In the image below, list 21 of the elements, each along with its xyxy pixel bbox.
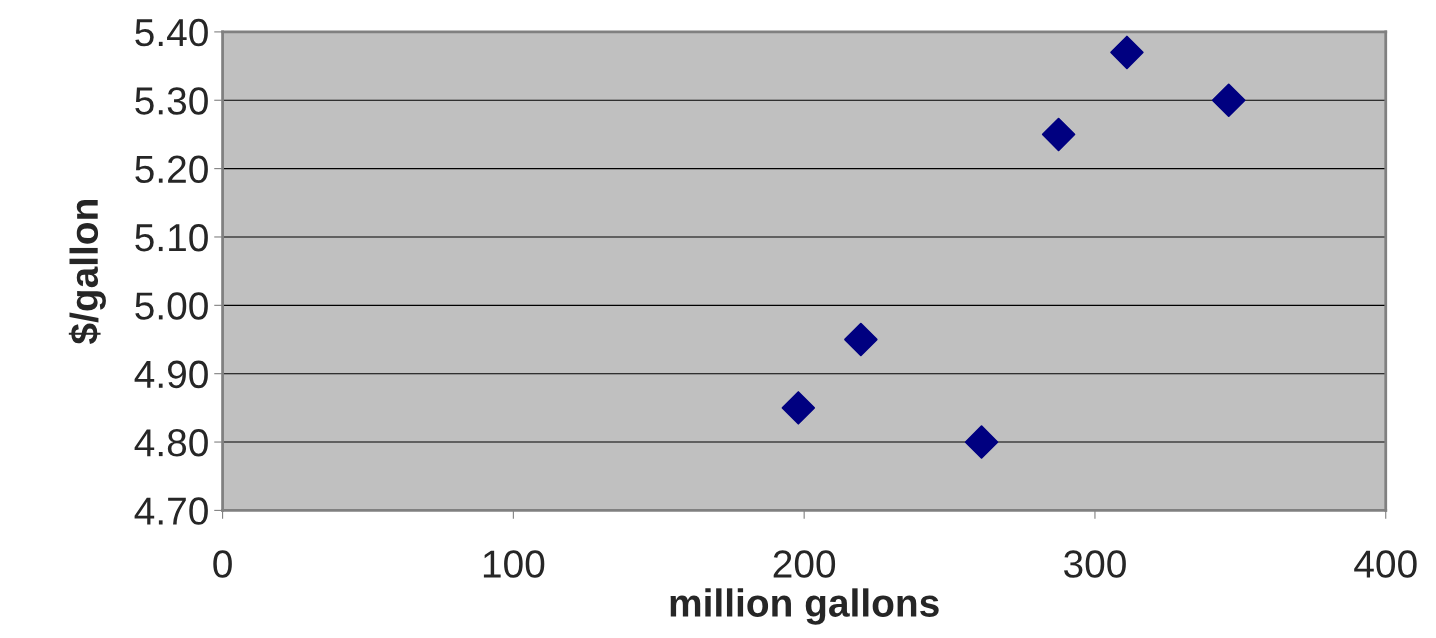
point (781, 391, 816, 425)
x-tick-label: 100 (483, 550, 545, 578)
y-tick-label: 4.80 (134, 428, 208, 457)
point (1041, 117, 1076, 152)
y-tick-label: 5.20 (135, 155, 208, 184)
y-tick-label: 5.00 (135, 292, 208, 320)
y-tick-label: 5.10 (135, 223, 208, 252)
y-tick-label: 4.70 (134, 497, 208, 525)
y-tick-label: 5.30 (135, 87, 208, 115)
y-tick-label: 4.90 (134, 360, 208, 389)
x-tick-label: 400 (1354, 550, 1417, 578)
point (1211, 83, 1246, 117)
point (844, 322, 878, 357)
x-tick-label: 300 (1063, 550, 1126, 578)
point (1110, 35, 1144, 70)
x-tick-label: 0 (213, 550, 232, 578)
x-axis-title: million gallons (670, 588, 939, 625)
x-tick-label: 200 (773, 550, 836, 578)
y-axis-title: $/gallon (68, 200, 106, 345)
point (964, 425, 999, 459)
y-tick-label: 5.40 (135, 18, 208, 47)
